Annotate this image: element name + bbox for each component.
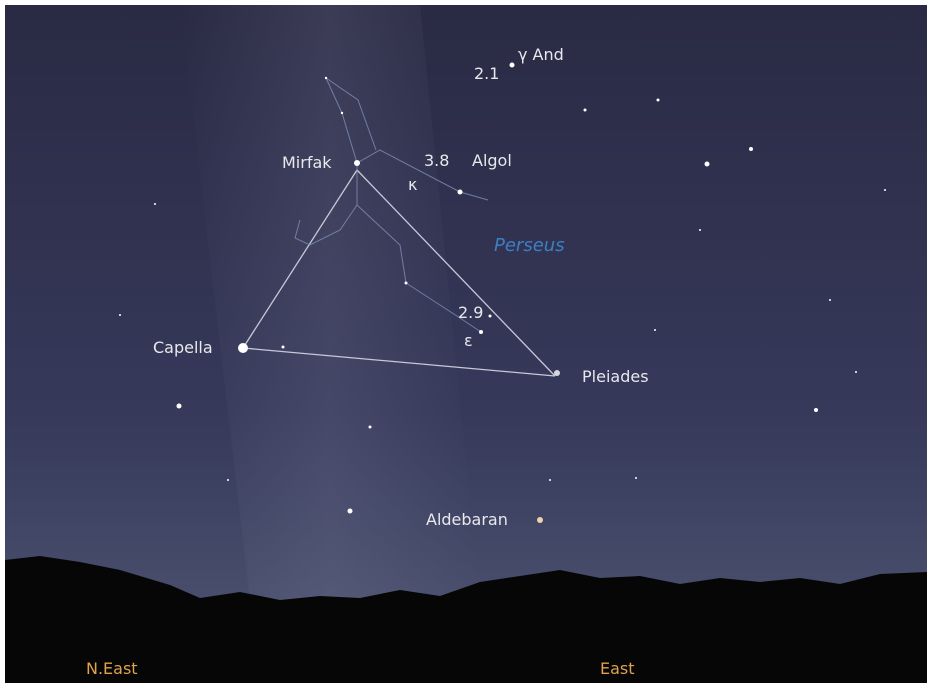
- magnitude-label: 2.9: [458, 303, 483, 322]
- constellation-label: Perseus: [494, 235, 565, 256]
- greek-label: κ: [408, 175, 418, 194]
- magnitude-label: 3.8: [424, 151, 449, 170]
- star-label: Algol: [472, 151, 512, 170]
- star-label: Aldebaran: [426, 510, 508, 529]
- magnitude-label: 2.1: [474, 64, 499, 83]
- star-label: γ And: [518, 45, 564, 64]
- greek-label: ε: [464, 331, 473, 350]
- star-label: Mirfak: [282, 153, 332, 172]
- sky-map: γ And 2.1 Mirfak 3.8 Algol κ Perseus 2.9…: [0, 0, 932, 688]
- direction-label: N.East: [86, 659, 138, 678]
- direction-label: East: [600, 659, 635, 678]
- star-label: Capella: [153, 338, 213, 357]
- star-label: Pleiades: [582, 367, 649, 386]
